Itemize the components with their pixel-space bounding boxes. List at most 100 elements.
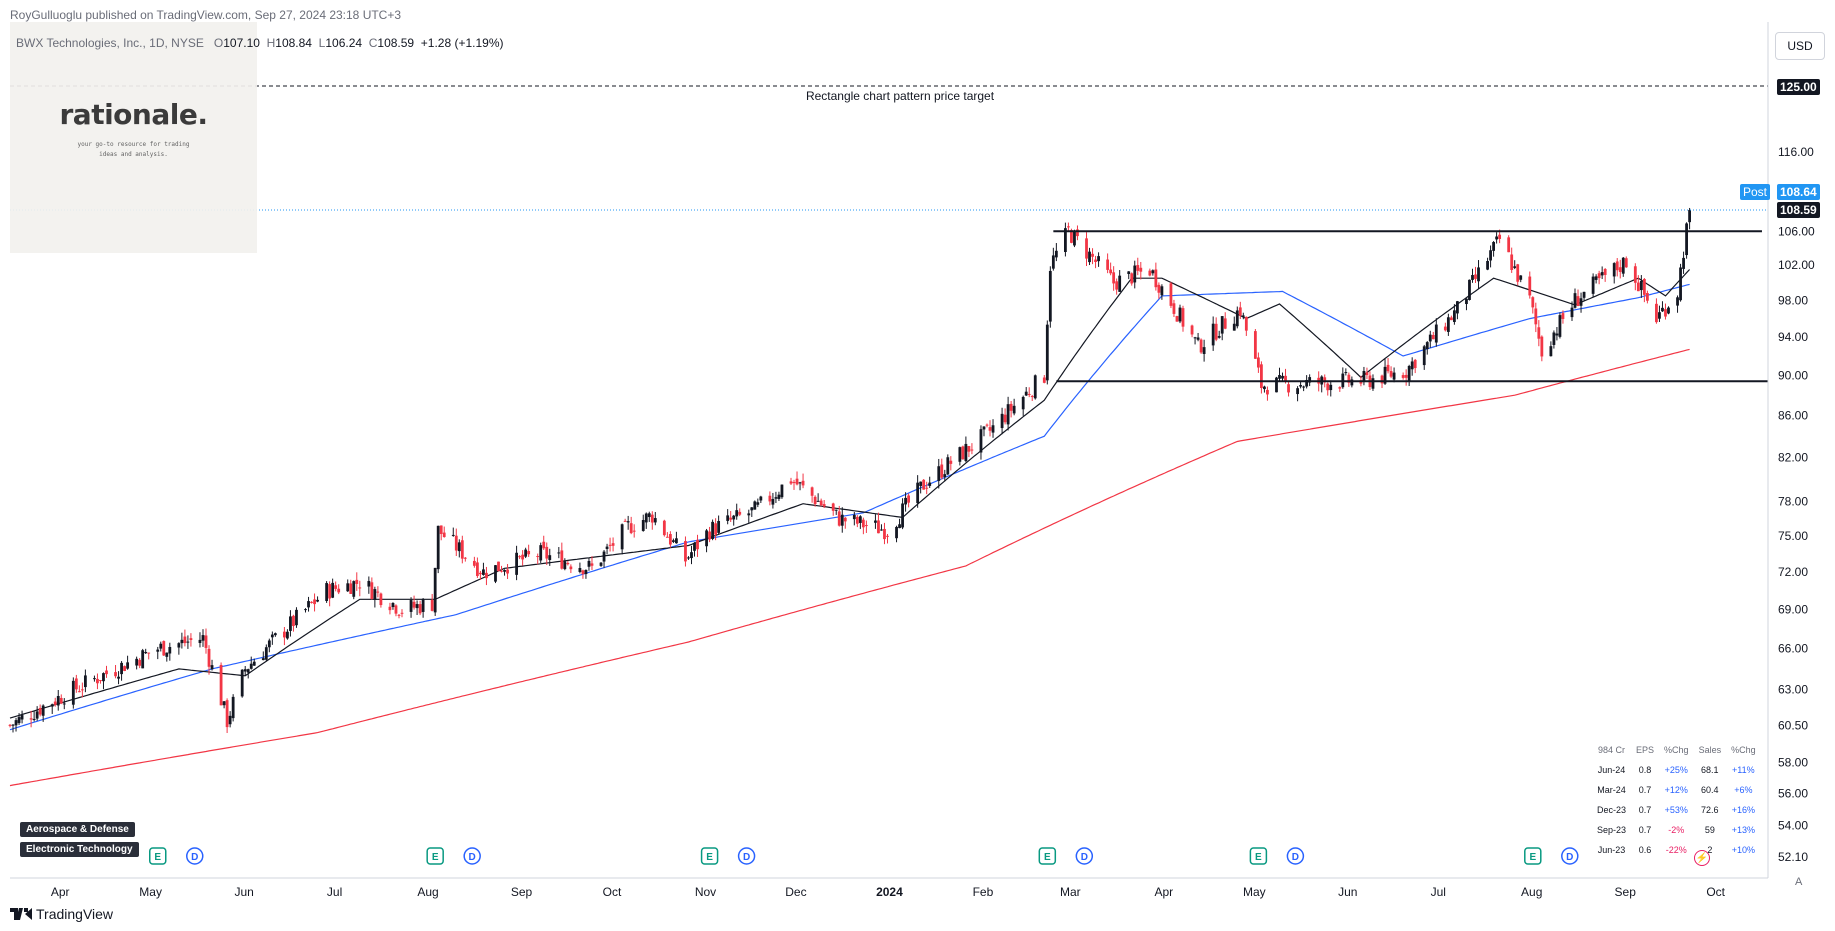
sector-badge[interactable]: Aerospace & Defense <box>20 822 135 837</box>
candle <box>919 481 923 494</box>
candle-body <box>1042 377 1046 383</box>
candle <box>53 697 57 707</box>
candle <box>714 518 718 541</box>
candle <box>1549 341 1553 357</box>
dividend-event-marker: D <box>1075 847 1094 865</box>
candle <box>331 578 335 599</box>
candle <box>662 519 666 537</box>
candle-body <box>937 466 941 481</box>
candle-body <box>1380 375 1384 384</box>
industry-badge[interactable]: Electronic Technology <box>20 842 139 857</box>
x-tick-label: Aug <box>1521 885 1542 899</box>
x-tick-label: Oct <box>1706 885 1725 899</box>
earnings-header: EPS <box>1636 745 1655 755</box>
candle <box>747 509 751 523</box>
candle <box>442 526 446 538</box>
candle-body <box>1558 315 1562 337</box>
candle <box>602 550 606 568</box>
earnings-event-label: E <box>432 852 439 863</box>
candle-body <box>1112 272 1116 284</box>
candle <box>1507 235 1511 253</box>
candle <box>536 553 540 565</box>
candle-body <box>675 538 678 544</box>
candle <box>886 533 889 544</box>
candle <box>1371 374 1375 391</box>
candle <box>877 512 880 534</box>
candle <box>1410 357 1414 376</box>
candle-body <box>958 447 962 462</box>
dividend-event-icon <box>1075 847 1094 865</box>
candle-body <box>988 427 992 431</box>
candle-body <box>632 530 636 532</box>
currency-button[interactable]: USD <box>1775 32 1825 60</box>
candle-body <box>581 570 585 575</box>
auto-scale-button[interactable]: A <box>1795 876 1803 888</box>
candle <box>421 598 425 618</box>
x-tick-label: Apr <box>1154 885 1173 899</box>
candle <box>650 511 654 530</box>
candle <box>717 515 721 534</box>
candle-body <box>831 503 835 511</box>
candle <box>1579 292 1583 313</box>
candle-body <box>753 501 757 510</box>
candle <box>219 662 223 706</box>
candle-body <box>545 546 549 559</box>
candle-body <box>1428 334 1432 342</box>
candle <box>705 528 708 553</box>
candle-body <box>928 482 932 486</box>
lightning-icon[interactable]: ⚡ <box>1694 850 1710 866</box>
candle-body <box>1492 242 1495 251</box>
y-tick-label: 69.00 <box>1778 602 1808 616</box>
symbol-name[interactable]: BWX Technologies, Inc., 1D, NYSE <box>16 36 204 50</box>
footer-brand[interactable]: TradingView <box>10 906 113 922</box>
candle <box>1513 260 1517 270</box>
candle-body <box>1012 405 1016 414</box>
earnings-header: %Chg <box>1731 745 1756 755</box>
candle <box>35 706 39 721</box>
candle-body <box>1033 375 1037 399</box>
candle <box>482 562 485 576</box>
candle-body <box>1127 271 1131 275</box>
candle <box>50 703 54 714</box>
candle-body <box>400 612 404 614</box>
candle-body <box>1136 265 1140 271</box>
earnings-cell: 72.6 <box>1701 805 1719 815</box>
candle-body <box>1422 346 1426 366</box>
x-tick-label: Oct <box>603 885 622 899</box>
candle <box>252 658 256 666</box>
candle <box>1594 274 1598 284</box>
candle-body <box>566 562 570 565</box>
candle <box>1422 344 1426 370</box>
target-annotation: Rectangle chart pattern price target <box>806 89 995 103</box>
candle <box>1326 382 1330 396</box>
candle <box>243 666 247 676</box>
y-tick-label: 94.00 <box>1778 330 1808 344</box>
candle <box>587 557 591 571</box>
candle-body <box>1260 364 1263 388</box>
candle-body <box>472 560 476 566</box>
candle <box>1157 282 1161 299</box>
candle <box>29 710 33 728</box>
candle <box>201 629 205 647</box>
earnings-event-marker: E <box>426 847 444 865</box>
high-value: 108.84 <box>275 36 312 50</box>
candle-body <box>1070 230 1073 243</box>
candle <box>922 479 926 490</box>
candle-body <box>1516 264 1520 282</box>
candle-body <box>690 552 693 559</box>
candle <box>1392 367 1396 383</box>
candle-body <box>1645 293 1649 301</box>
candle <box>1006 396 1010 431</box>
candle-body <box>795 478 799 485</box>
candle-body <box>1003 414 1007 423</box>
candle-body <box>41 705 45 716</box>
candle <box>653 512 657 526</box>
candle-body <box>1486 260 1489 270</box>
candle-body <box>1661 307 1664 312</box>
candle-body <box>542 541 546 549</box>
earnings-cell: 0.7 <box>1638 785 1652 795</box>
candle-body <box>1549 346 1553 357</box>
candle-body <box>126 662 130 669</box>
